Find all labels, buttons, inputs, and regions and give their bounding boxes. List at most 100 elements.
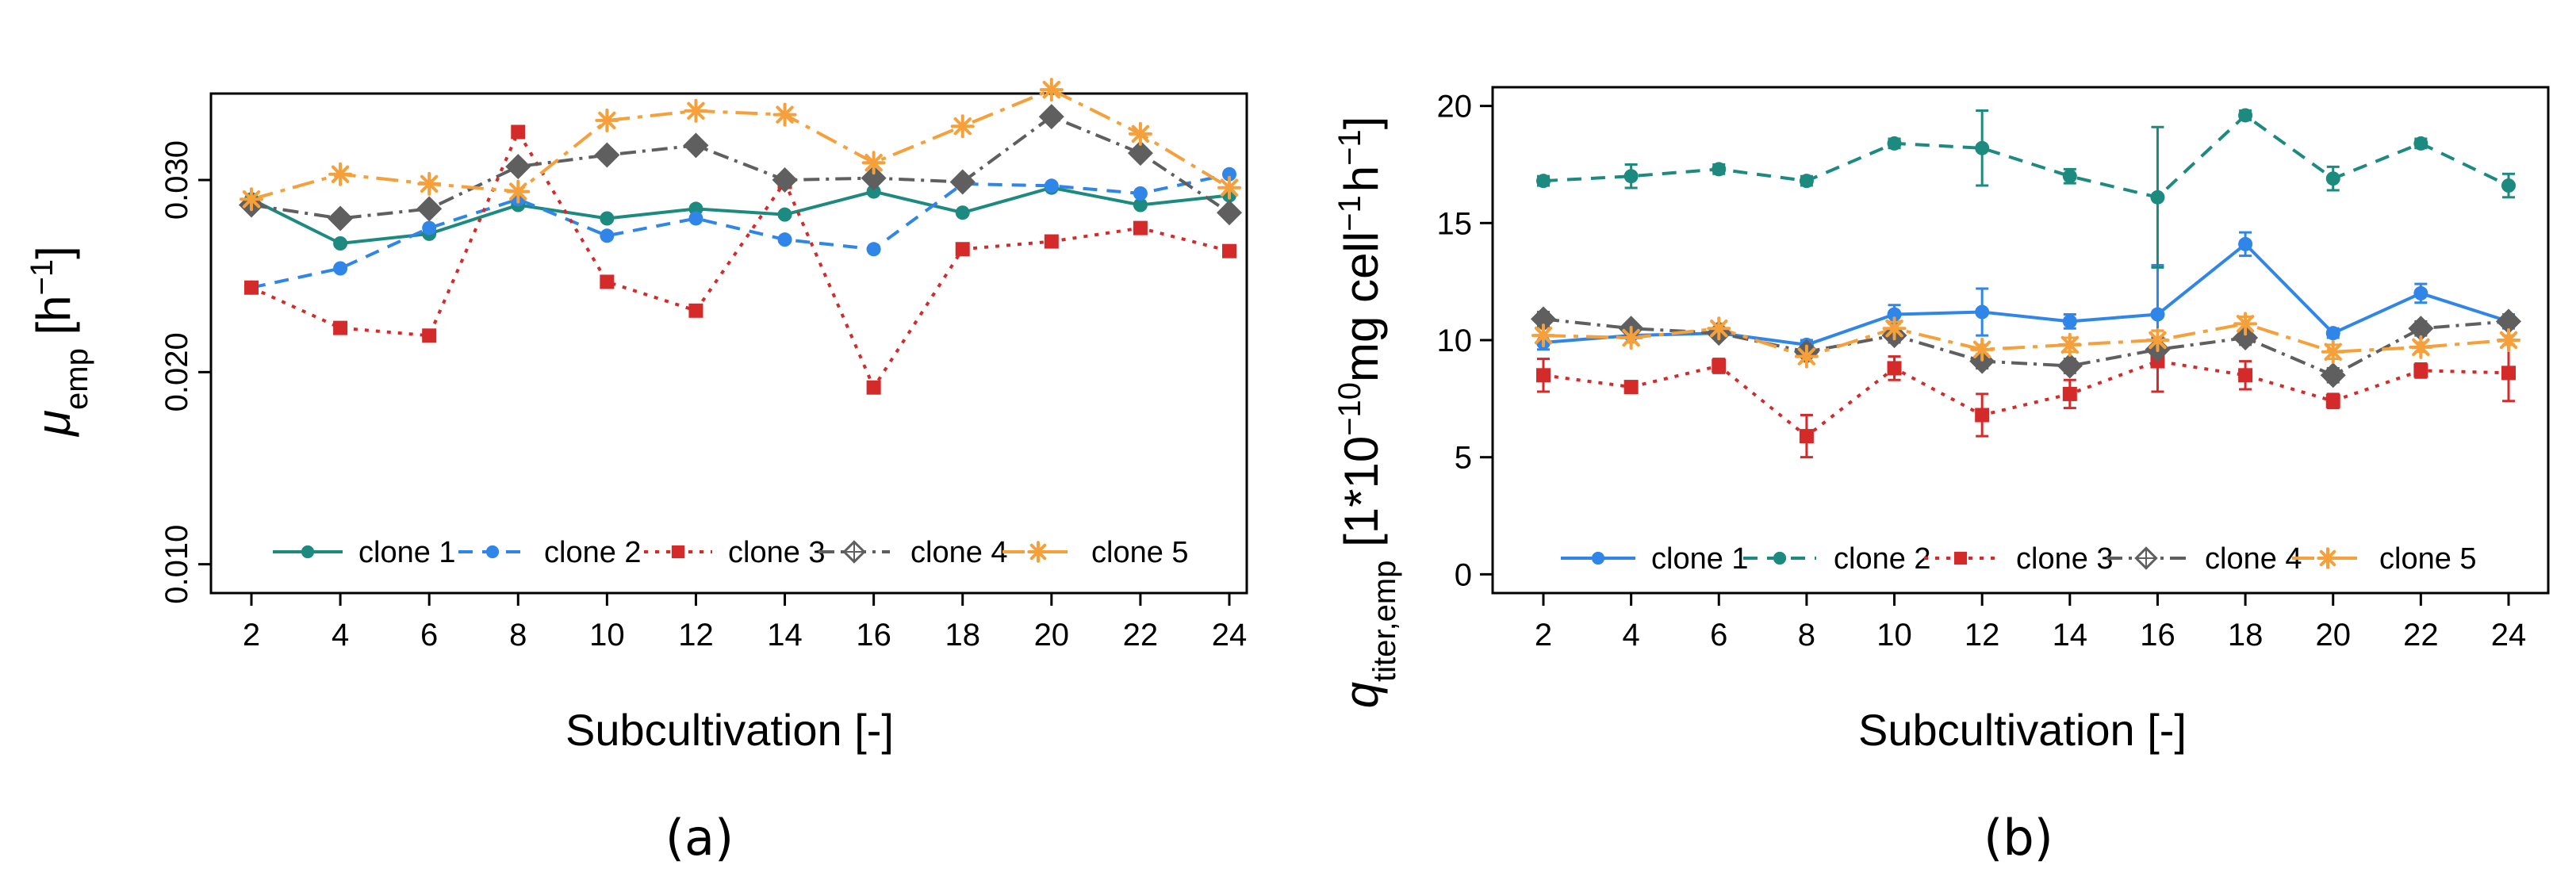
panel-b-point-clone-3 xyxy=(1799,429,1814,444)
panel-b-point-clone-1 xyxy=(2413,285,2428,300)
panel-b-point-clone-5 xyxy=(1619,326,1643,350)
panel-b-plot-frame xyxy=(1491,86,2550,595)
panel-b-x-tick-label: 22 xyxy=(2403,618,2439,653)
panel-b-point-clone-3 xyxy=(2413,363,2428,378)
panel-a-point-clone-4 xyxy=(594,142,620,168)
panel-b-point-clone-2 xyxy=(2325,171,2340,186)
panel-a-point-clone-5 xyxy=(772,102,797,127)
panel-a-point-clone-2 xyxy=(333,261,348,276)
panel-a-point-clone-2 xyxy=(688,211,703,226)
panel-b-point-clone-5 xyxy=(2145,328,2170,352)
panel-b-legend-marker xyxy=(2134,546,2158,570)
panel-a-point-clone-2 xyxy=(422,220,437,235)
panel-a-point-clone-4 xyxy=(861,165,887,191)
panel-b-point-clone-4 xyxy=(2496,308,2521,335)
panel-a-point-clone-5 xyxy=(684,98,708,123)
panel-a-point-clone-5 xyxy=(1217,175,1241,200)
panel-a-point-clone-5 xyxy=(240,187,263,212)
panel-a-legend-label: clone 2 xyxy=(544,536,642,569)
panel-b-point-clone-4 xyxy=(2057,353,2083,379)
panel-b-x-tick-label: 10 xyxy=(1876,618,1912,653)
panel-b-x-tick-label: 12 xyxy=(1965,618,2000,653)
panel-b-point-clone-3 xyxy=(1536,368,1551,383)
panel-a-point-clone-5 xyxy=(506,179,531,204)
panel-b-legend-item: clone 3 xyxy=(1924,542,2114,576)
panel-b-x-tick-label: 14 xyxy=(2053,618,2088,653)
panel-b-point-clone-5 xyxy=(2057,332,2082,357)
panel-b-legend-label: clone 5 xyxy=(2379,542,2477,576)
panel-a-plot-frame xyxy=(209,92,1248,595)
panel-a-series-line-clone-1 xyxy=(251,186,1230,245)
panel-a-point-clone-3 xyxy=(600,274,615,289)
panel-a-series-line-clone-4 xyxy=(251,115,1231,220)
panel-b-legend-marker xyxy=(1953,551,1968,565)
panel-a-point-clone-5 xyxy=(595,108,619,132)
panel-a-x-tick-label: 6 xyxy=(420,618,438,653)
panel-b-legend-label: clone 1 xyxy=(1651,542,1749,576)
panel-a-legend-item: clone 3 xyxy=(644,536,826,569)
panel-b-legend-item: clone 5 xyxy=(2292,542,2477,576)
panel-b-point-clone-3 xyxy=(2325,393,2340,408)
panel-a-x-tick-label: 14 xyxy=(767,618,803,653)
panel-a-point-clone-3 xyxy=(866,380,881,395)
svg-text:μemp [h−1]: μemp [h−1] xyxy=(25,246,94,438)
panel-b-point-clone-2 xyxy=(2238,108,2253,123)
panel-a-legend-marker xyxy=(671,545,685,559)
panel-a-point-clone-1 xyxy=(866,184,881,199)
panel-a-legend-item: clone 5 xyxy=(1002,536,1189,569)
panel-a-y-tick-label: 0.030 xyxy=(159,140,194,220)
panel-b-x-tick-label: 8 xyxy=(1798,618,1815,653)
panel-b-point-clone-2 xyxy=(1799,174,1814,189)
panel-b-legend-label: clone 2 xyxy=(1834,542,1931,576)
panel-a-point-clone-1 xyxy=(600,211,615,226)
panel-a-point-clone-5 xyxy=(1039,78,1064,102)
panel-b-point-clone-3 xyxy=(2062,386,2077,401)
panel-b-x-tick-label: 4 xyxy=(1623,618,1640,653)
panel-a-point-clone-4 xyxy=(505,154,531,180)
panel-b-series-line-clone-5 xyxy=(1543,322,2509,358)
panel-a-point-clone-2 xyxy=(777,232,792,247)
panel-b-point-clone-1 xyxy=(2325,326,2340,341)
panel-b-legend-marker xyxy=(1591,551,1605,565)
svg-text:qtiter,emp [1*10−10mg cell−1h−: qtiter,emp [1*10−10mg cell−1h−1] xyxy=(1332,117,1402,709)
panel-a-legend-marker xyxy=(1027,541,1049,563)
panel-a-point-clone-2 xyxy=(600,228,615,243)
panel-b-x-tick-label: 20 xyxy=(2315,618,2351,653)
panel-b-label: (b) xyxy=(1984,809,2053,867)
panel-b-legend-label: clone 3 xyxy=(2016,542,2114,576)
panel-b-point-clone-4 xyxy=(1531,306,1556,332)
panel-a-x-tick-label: 16 xyxy=(856,618,891,653)
panel-b-legend-item: clone 4 xyxy=(2106,542,2302,576)
panel-a-point-clone-5 xyxy=(861,151,886,175)
panel-a-x-tick-label: 24 xyxy=(1212,618,1248,653)
panel-b-point-clone-1 xyxy=(2150,307,2165,322)
panel-b-y-tick-label: 5 xyxy=(1455,441,1472,476)
panel-b-y-tick-label: 10 xyxy=(1437,323,1473,358)
panel-a-legend-marker xyxy=(485,545,500,559)
panel-a-point-clone-4 xyxy=(1217,200,1242,226)
panel-a-point-clone-2 xyxy=(1133,186,1148,201)
panel-a-series-line-clone-3 xyxy=(251,130,1230,389)
panel-b-point-clone-2 xyxy=(1623,169,1639,184)
panel-b-point-clone-1 xyxy=(1975,304,1990,320)
panel-b-series-line-clone-3 xyxy=(1543,359,2509,438)
panel-a-point-clone-4 xyxy=(683,132,709,159)
panel-b-legend-label: clone 4 xyxy=(2205,542,2302,576)
panel-a-x-tick-label: 22 xyxy=(1123,618,1159,653)
panel-b-point-clone-1 xyxy=(2238,236,2253,251)
panel-a-point-clone-3 xyxy=(1222,243,1236,258)
panel-a-point-clone-1 xyxy=(955,205,970,220)
panel-a-point-clone-2 xyxy=(866,242,881,257)
panel-b-point-clone-2 xyxy=(1712,162,1727,177)
panel-b-y-tick-label: 0 xyxy=(1455,557,1472,592)
panel-b-legend-item: clone 2 xyxy=(1743,542,1931,576)
panel-a-legend-item: clone 1 xyxy=(273,536,456,569)
panel-b-point-clone-2 xyxy=(1887,136,1902,151)
panel-a-series-line-clone-5 xyxy=(251,88,1231,201)
panel-a-x-tick-label: 18 xyxy=(945,618,980,653)
panel-a-y-tick-label: 0.020 xyxy=(159,332,194,411)
panel-a-point-clone-3 xyxy=(333,320,348,335)
panel-a-x-tick-label: 4 xyxy=(332,618,349,653)
panel-a-point-clone-1 xyxy=(777,207,792,222)
panel-a-label: (a) xyxy=(665,809,734,867)
